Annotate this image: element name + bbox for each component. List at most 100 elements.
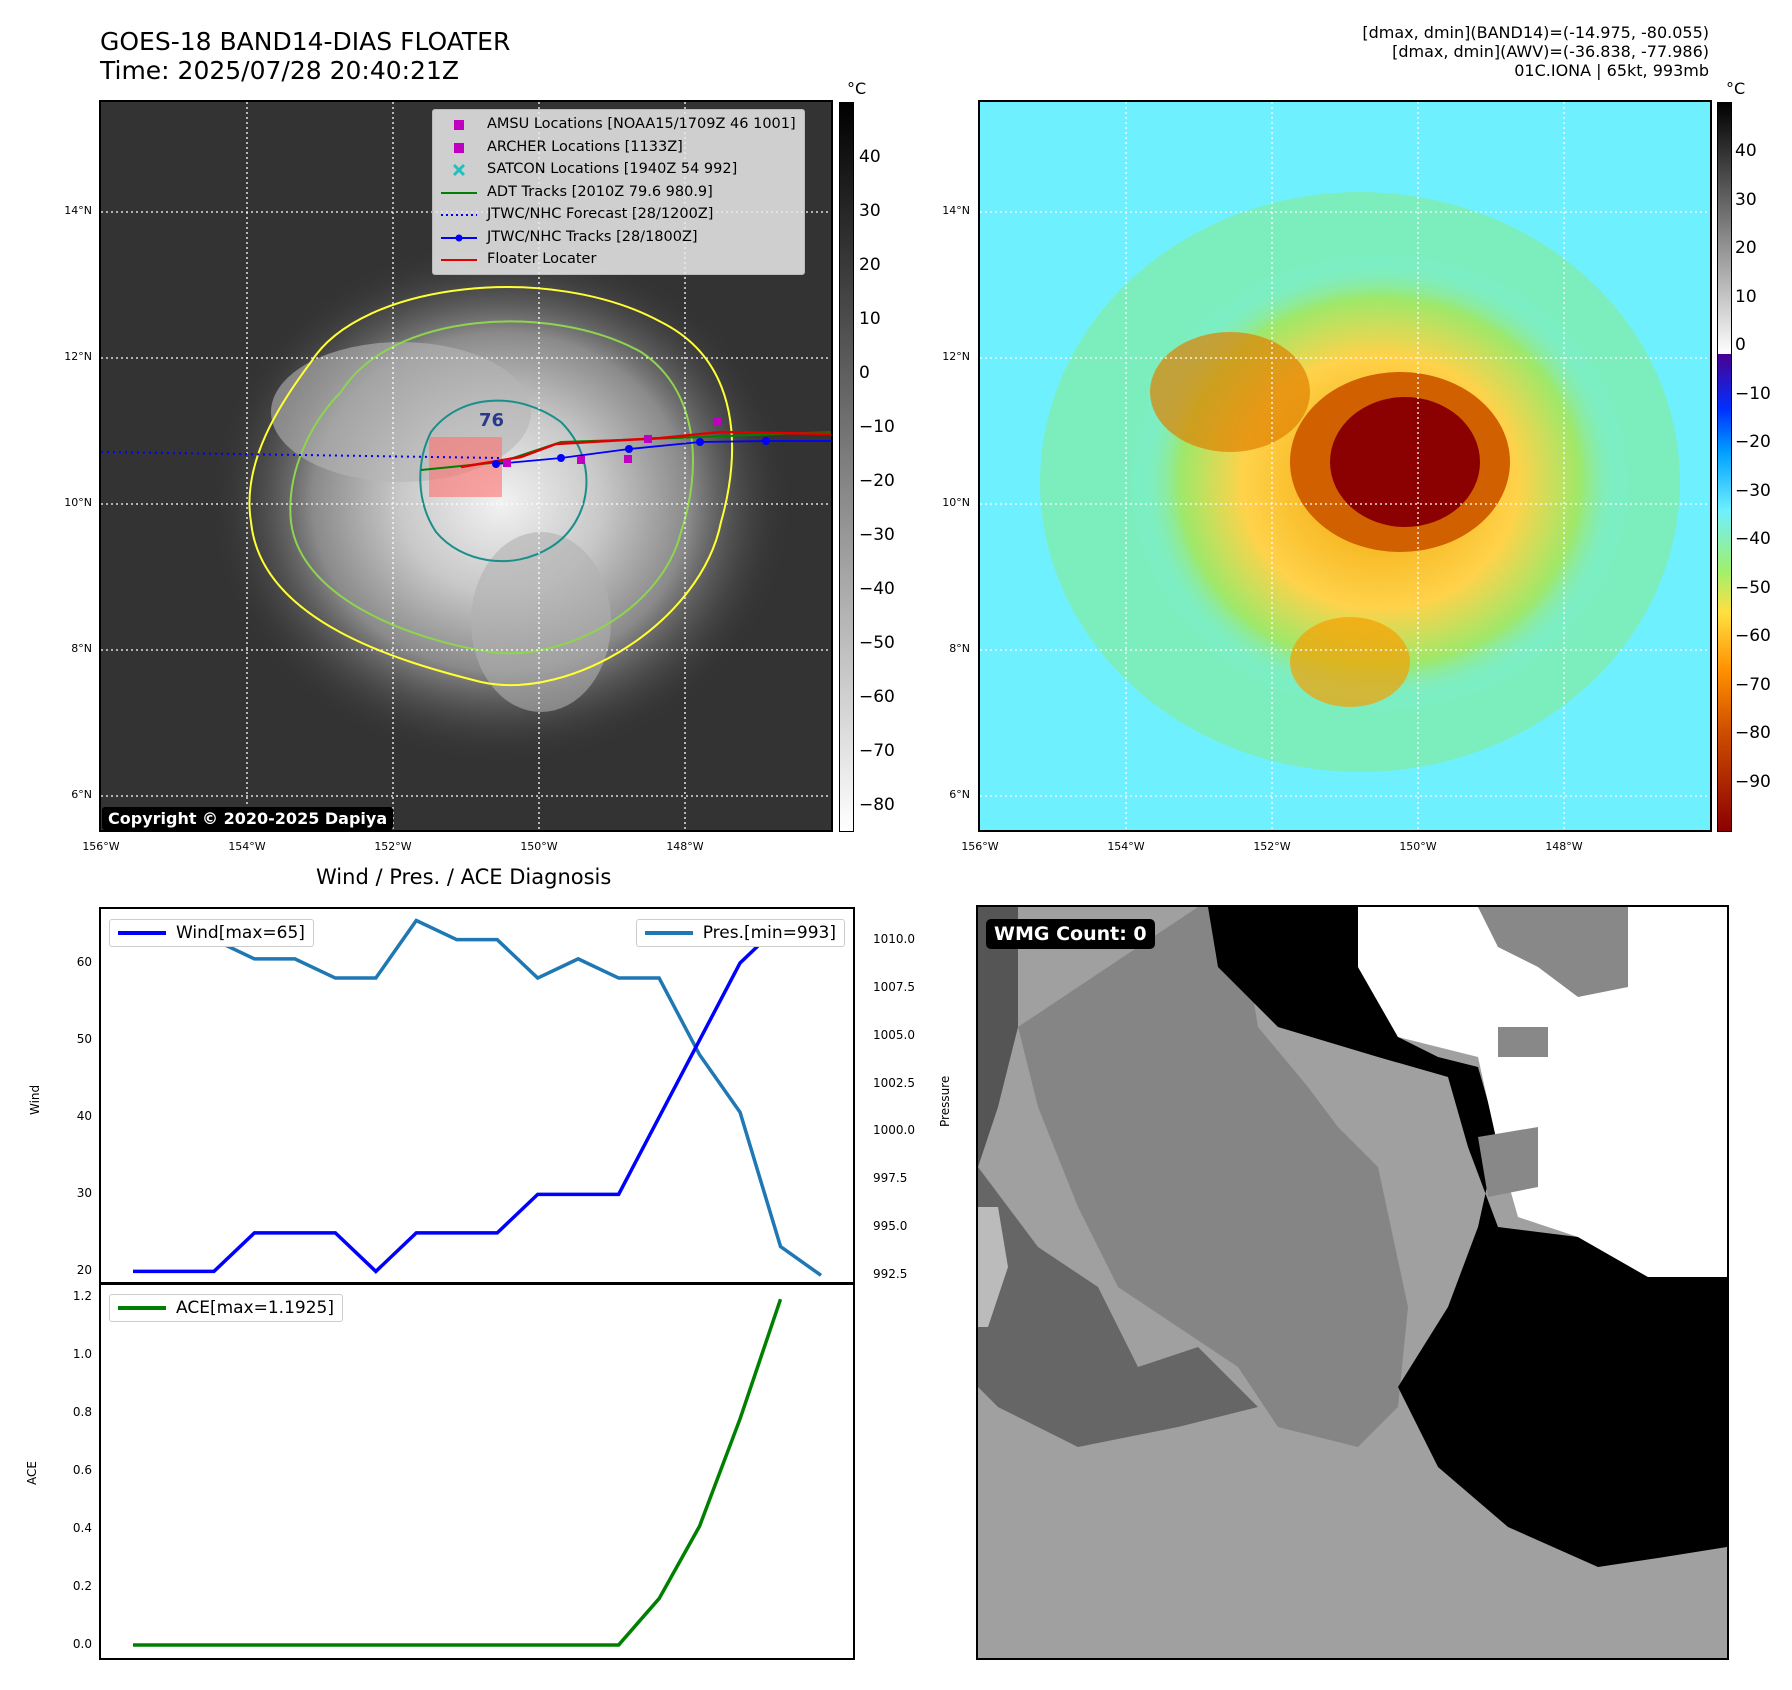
- series-line: [133, 918, 823, 1277]
- legend-item: JTWC/NHC Tracks [28/1800Z]: [441, 226, 796, 249]
- y-tick: 1.2: [72, 1289, 92, 1304]
- y-tick: 1005.0: [873, 1027, 915, 1042]
- colorbar-tick: −70: [1735, 674, 1771, 695]
- y-tick: 60: [76, 954, 92, 969]
- ace-plot: [133, 1298, 783, 1647]
- map-legend: AMSU Locations [NOAA15/1709Z 46 1001] ARC…: [432, 109, 805, 275]
- wind-legend-line: [118, 931, 166, 935]
- lon-tick: 156°W: [961, 840, 999, 853]
- colorbar-tick: −60: [1735, 626, 1771, 646]
- pres-legend: Pres.[min=993]: [635, 919, 845, 947]
- pres-legend-line: [644, 931, 693, 935]
- left-colorbar-unit: °C: [847, 79, 867, 98]
- y-tick: 0.8: [72, 1405, 92, 1419]
- wind-legend-label: Wind[max=65]: [176, 923, 305, 943]
- amsu-point: [503, 459, 511, 467]
- storm-info: [dmax, dmin](BAND14)=(-14.975, -80.055) …: [1362, 23, 1709, 80]
- cloud-band: [471, 532, 611, 712]
- lon-tick: 148°W: [1545, 840, 1583, 853]
- wmg-region-gray-patch: [1498, 1027, 1548, 1057]
- nhc-track-point: [696, 438, 704, 446]
- legend-symbol: [441, 162, 477, 177]
- colorbar-tick: −50: [1735, 577, 1771, 598]
- legend-symbol: [441, 185, 477, 199]
- y-tick: 0.0: [72, 1636, 92, 1651]
- wmg-region-gray-patch: [1478, 1127, 1538, 1197]
- legend-label: ARCHER Locations [1133Z]: [487, 138, 683, 155]
- lat-tick: 12°N: [64, 350, 92, 363]
- awv-map-panel: [978, 100, 1712, 832]
- colorbar-tick: −40: [859, 579, 895, 599]
- ace-chart: ACE[max=1.1925]: [99, 1282, 855, 1660]
- legend-label: Floater Locater: [487, 251, 597, 267]
- colorbar-tick: 10: [1735, 286, 1757, 307]
- lon-tick: 148°W: [666, 840, 704, 853]
- legend-symbol: [441, 252, 477, 266]
- teal-contour: [419, 399, 588, 563]
- ace-legend: ACE[max=1.1925]: [109, 1294, 343, 1322]
- left-colorbar: [839, 102, 854, 832]
- yellow-contour: [248, 286, 734, 687]
- legend-symbol: [441, 207, 477, 221]
- wmg-region-dark: [978, 907, 1018, 1167]
- y-tick: 0.6: [72, 1463, 92, 1477]
- colorbar-tick: 30: [859, 201, 881, 221]
- legend-item: SATCON Locations [1940Z 54 992]: [441, 158, 796, 181]
- archer-point: [577, 456, 585, 464]
- wmg-region-gray-patch: [1478, 907, 1628, 997]
- cloud-band: [1150, 332, 1310, 452]
- archer-point: [644, 435, 652, 443]
- nhc-track-point: [557, 454, 565, 462]
- lon-tick: 154°W: [228, 840, 266, 853]
- legend-label: AMSU Locations [NOAA15/1709Z 46 1001]: [487, 116, 796, 132]
- colorbar-tick: −70: [859, 741, 895, 761]
- wmg-image: [978, 907, 1727, 1658]
- nhc-track-point: [625, 445, 633, 453]
- cloud-band: [1290, 617, 1410, 707]
- awv-map-image: [980, 102, 1710, 830]
- wmg-region-white: [1358, 907, 1727, 1277]
- legend-item: ARCHER Locations [1133Z]: [441, 136, 796, 159]
- legend-item: ADT Tracks [2010Z 79.6 980.9]: [441, 181, 796, 204]
- right-colorbar: [1717, 102, 1732, 832]
- y-tick: 20: [76, 1263, 92, 1278]
- colorbar-tick: −30: [859, 525, 895, 545]
- colorbar-tick: −20: [859, 471, 895, 491]
- archer-point: [624, 455, 632, 463]
- wind-pres-chart: Wind[max=65] Pres.[min=993]: [99, 907, 855, 1285]
- colorbar-tick: −90: [1735, 771, 1771, 792]
- legend-label: SATCON Locations [1940Z 54 992]: [487, 161, 738, 177]
- colorbar-tick: 20: [859, 255, 881, 275]
- colorbar-tick: 20: [1735, 238, 1757, 258]
- y-tick: 992.5: [873, 1267, 908, 1282]
- lon-tick: 150°W: [520, 840, 558, 853]
- info-line-2: [dmax, dmin](AWV)=(-36.838, -77.986): [1392, 42, 1709, 61]
- lat-tick: 6°N: [949, 788, 970, 801]
- right-colorbar-unit: °C: [1726, 79, 1746, 98]
- title-line-2: Time: 2025/07/28 20:40:21Z: [100, 56, 459, 85]
- forecast-track: [101, 451, 502, 459]
- colorbar-tick: 30: [1735, 189, 1757, 210]
- lat-tick: 10°N: [64, 496, 92, 509]
- wmg-region-darkgray: [978, 1167, 1258, 1447]
- ace-legend-label: ACE[max=1.1925]: [176, 1298, 334, 1318]
- chart-title: GOES-18 BAND14-DIAS FLOATER Time: 2025/0…: [100, 27, 510, 85]
- legend-symbol: [441, 140, 477, 154]
- y-tick: 1.0: [72, 1347, 92, 1362]
- lon-tick: 150°W: [1399, 840, 1437, 853]
- wmg-region-mid: [1018, 907, 1408, 1447]
- nhc-track-point: [762, 437, 770, 445]
- wmg-panel: WMG Count: 0: [976, 905, 1729, 1660]
- ace-legend-line: [118, 1306, 166, 1310]
- archer-point: [713, 418, 721, 426]
- y-tick: 1000.0: [873, 1123, 915, 1138]
- copyright-label: Copyright © 2020-2025 Dapiya: [102, 807, 394, 830]
- legend-label: JTWC/NHC Forecast [28/1200Z]: [487, 206, 714, 222]
- y-tick: 0.2: [72, 1578, 92, 1593]
- colorbar-tick: −10: [859, 417, 895, 437]
- wind-pres-plot: [133, 918, 823, 1277]
- legend-item: JTWC/NHC Forecast [28/1200Z]: [441, 203, 796, 226]
- colorbar-tick: −80: [859, 795, 895, 815]
- nhc-track: [495, 440, 831, 465]
- lat-tick: 14°N: [64, 204, 92, 217]
